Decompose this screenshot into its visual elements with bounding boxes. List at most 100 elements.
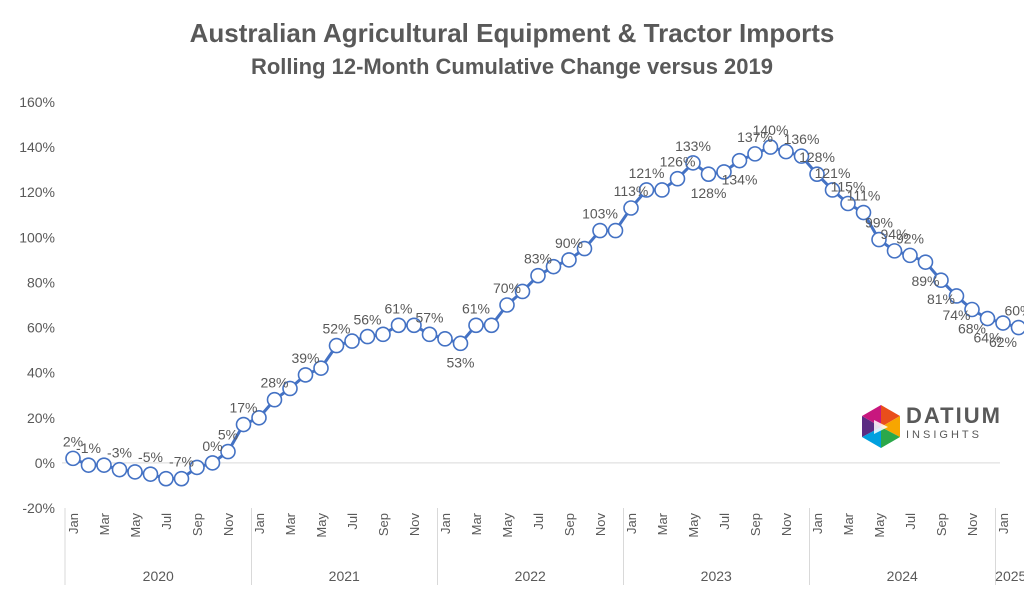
data-point	[902, 247, 918, 264]
data-label: 74%	[942, 307, 970, 323]
data-point	[452, 335, 469, 352]
data-point	[669, 170, 686, 187]
data-point	[158, 470, 174, 487]
y-tick-label: 20%	[27, 410, 55, 426]
data-label: 113%	[614, 183, 649, 199]
data-point	[111, 461, 128, 478]
data-label: 56%	[353, 312, 381, 328]
x-tick-label: Jan	[996, 513, 1011, 534]
data-point	[189, 459, 205, 476]
y-tick-label: 40%	[27, 365, 55, 381]
data-point	[793, 148, 810, 164]
x-tick-label: Nov	[593, 513, 608, 537]
data-point	[313, 360, 329, 376]
x-tick-label: Jul	[531, 513, 546, 530]
data-label: 2%	[63, 433, 83, 449]
x-tick-label: Jan	[810, 513, 825, 534]
year-label: 2024	[887, 568, 918, 584]
data-point	[871, 231, 887, 248]
data-point	[251, 409, 267, 426]
chart-subtitle: Rolling 12-Month Cumulative Change versu…	[250, 54, 773, 79]
data-point	[809, 166, 825, 182]
y-tick-label: 140%	[19, 139, 55, 155]
data-label: 115%	[831, 179, 866, 195]
data-label: 53%	[446, 354, 474, 370]
data-point	[948, 288, 965, 304]
x-tick-label: Mar	[841, 512, 856, 535]
data-point	[762, 139, 779, 155]
data-label: 57%	[415, 309, 443, 325]
data-point	[716, 164, 732, 180]
x-tick-label: Nov	[779, 513, 794, 537]
x-tick-label: Mar	[97, 512, 112, 535]
data-point	[266, 391, 283, 408]
data-label: 111%	[847, 188, 881, 204]
data-point	[623, 200, 639, 216]
data-point	[468, 317, 484, 334]
data-point	[576, 240, 593, 257]
year-label: 2022	[515, 568, 546, 584]
data-label: 126%	[660, 154, 696, 170]
data-label: 136%	[784, 131, 820, 147]
data-point	[933, 272, 949, 288]
x-tick-label: Nov	[407, 513, 422, 537]
data-label: 89%	[911, 273, 939, 289]
data-point	[328, 337, 345, 354]
y-tick-label: 100%	[19, 229, 55, 245]
data-point	[514, 283, 531, 300]
y-tick-label: 60%	[27, 320, 55, 336]
y-tick-label: 80%	[27, 274, 55, 290]
y-tick-label: 0%	[35, 455, 55, 471]
data-point	[80, 457, 97, 473]
data-point	[530, 267, 546, 284]
x-tick-label: Jul	[159, 513, 174, 530]
data-label: 140%	[753, 122, 789, 138]
data-point	[204, 455, 221, 471]
data-point	[173, 470, 190, 487]
data-label: 92%	[896, 230, 924, 246]
chart-title: Australian Agricultural Equipment & Trac…	[189, 18, 835, 48]
data-point	[917, 254, 934, 270]
x-tick-label: Jul	[717, 513, 732, 530]
data-label: 61%	[462, 300, 490, 316]
data-point	[638, 182, 655, 198]
data-point	[685, 155, 701, 171]
data-point	[747, 146, 763, 162]
data-point	[437, 331, 453, 347]
data-label: 70%	[493, 280, 521, 296]
data-label: 103%	[582, 206, 618, 222]
x-tick-label: Sep	[934, 513, 949, 536]
data-point	[561, 252, 577, 268]
x-tick-label: May	[128, 513, 143, 538]
x-tick-label: Sep	[190, 513, 205, 536]
y-tick-label: 160%	[19, 94, 55, 110]
x-tick-label: May	[314, 513, 329, 538]
data-label: 121%	[815, 165, 851, 181]
data-point	[375, 326, 391, 343]
data-point	[840, 195, 856, 212]
data-label: 39%	[291, 350, 319, 366]
x-tick-label: Jan	[66, 513, 81, 534]
data-point	[700, 166, 717, 182]
data-point	[483, 317, 500, 334]
data-label: 68%	[958, 321, 986, 337]
data-label: 64%	[973, 330, 1001, 346]
data-point	[344, 333, 360, 349]
x-tick-label: Mar	[655, 512, 670, 535]
data-point	[359, 328, 376, 345]
data-label: 94%	[880, 226, 908, 242]
data-label: 99%	[865, 215, 893, 231]
datium-logo-icon	[862, 405, 900, 448]
data-point	[96, 457, 112, 473]
data-point	[607, 222, 624, 239]
x-tick-label: Jan	[438, 513, 453, 534]
data-point	[499, 297, 515, 313]
x-tick-label: May	[500, 513, 515, 538]
data-label: -1%	[76, 440, 101, 456]
data-label: 62%	[989, 334, 1017, 350]
data-point	[65, 450, 81, 467]
x-tick-label: Jul	[903, 513, 918, 530]
data-label: -7%	[169, 454, 194, 470]
data-point	[654, 182, 670, 198]
datium-logo: DATIUM INSIGHTS	[858, 403, 1008, 453]
